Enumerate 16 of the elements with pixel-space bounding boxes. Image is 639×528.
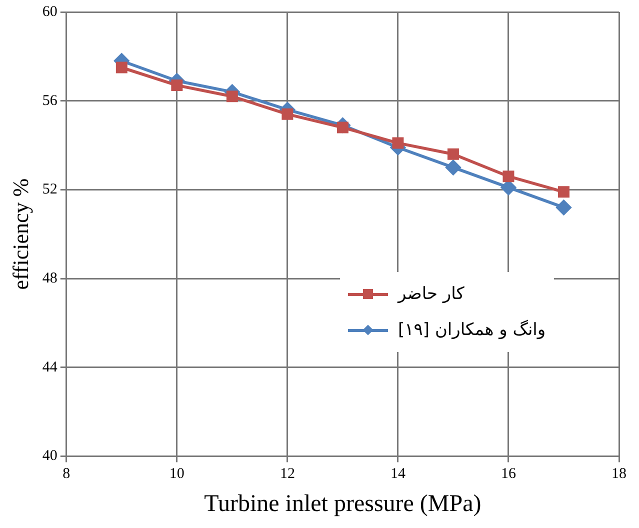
y-axis-title: efficiency % <box>8 178 33 290</box>
y-tick-label: 40 <box>42 448 58 464</box>
y-tick-label: 56 <box>42 92 58 109</box>
x-tick-label: 14 <box>390 466 406 482</box>
x-tick-label: 18 <box>612 466 626 482</box>
x-tick-label: 10 <box>169 466 184 482</box>
legend-label: کار حاضر <box>398 284 464 304</box>
y-tick-label: 44 <box>42 359 58 376</box>
y-tick-label: 60 <box>42 4 58 20</box>
legend-label: وانگ و همکاران [۱۹] <box>398 320 546 340</box>
x-tick-label: 12 <box>280 466 295 482</box>
x-tick-label: 8 <box>62 466 70 482</box>
y-tick-label: 52 <box>42 182 58 198</box>
x-tick-label: 16 <box>500 466 516 482</box>
y-tick-label: 48 <box>42 270 58 286</box>
x-axis-title: Turbine inlet pressure (MPa) <box>204 490 482 517</box>
